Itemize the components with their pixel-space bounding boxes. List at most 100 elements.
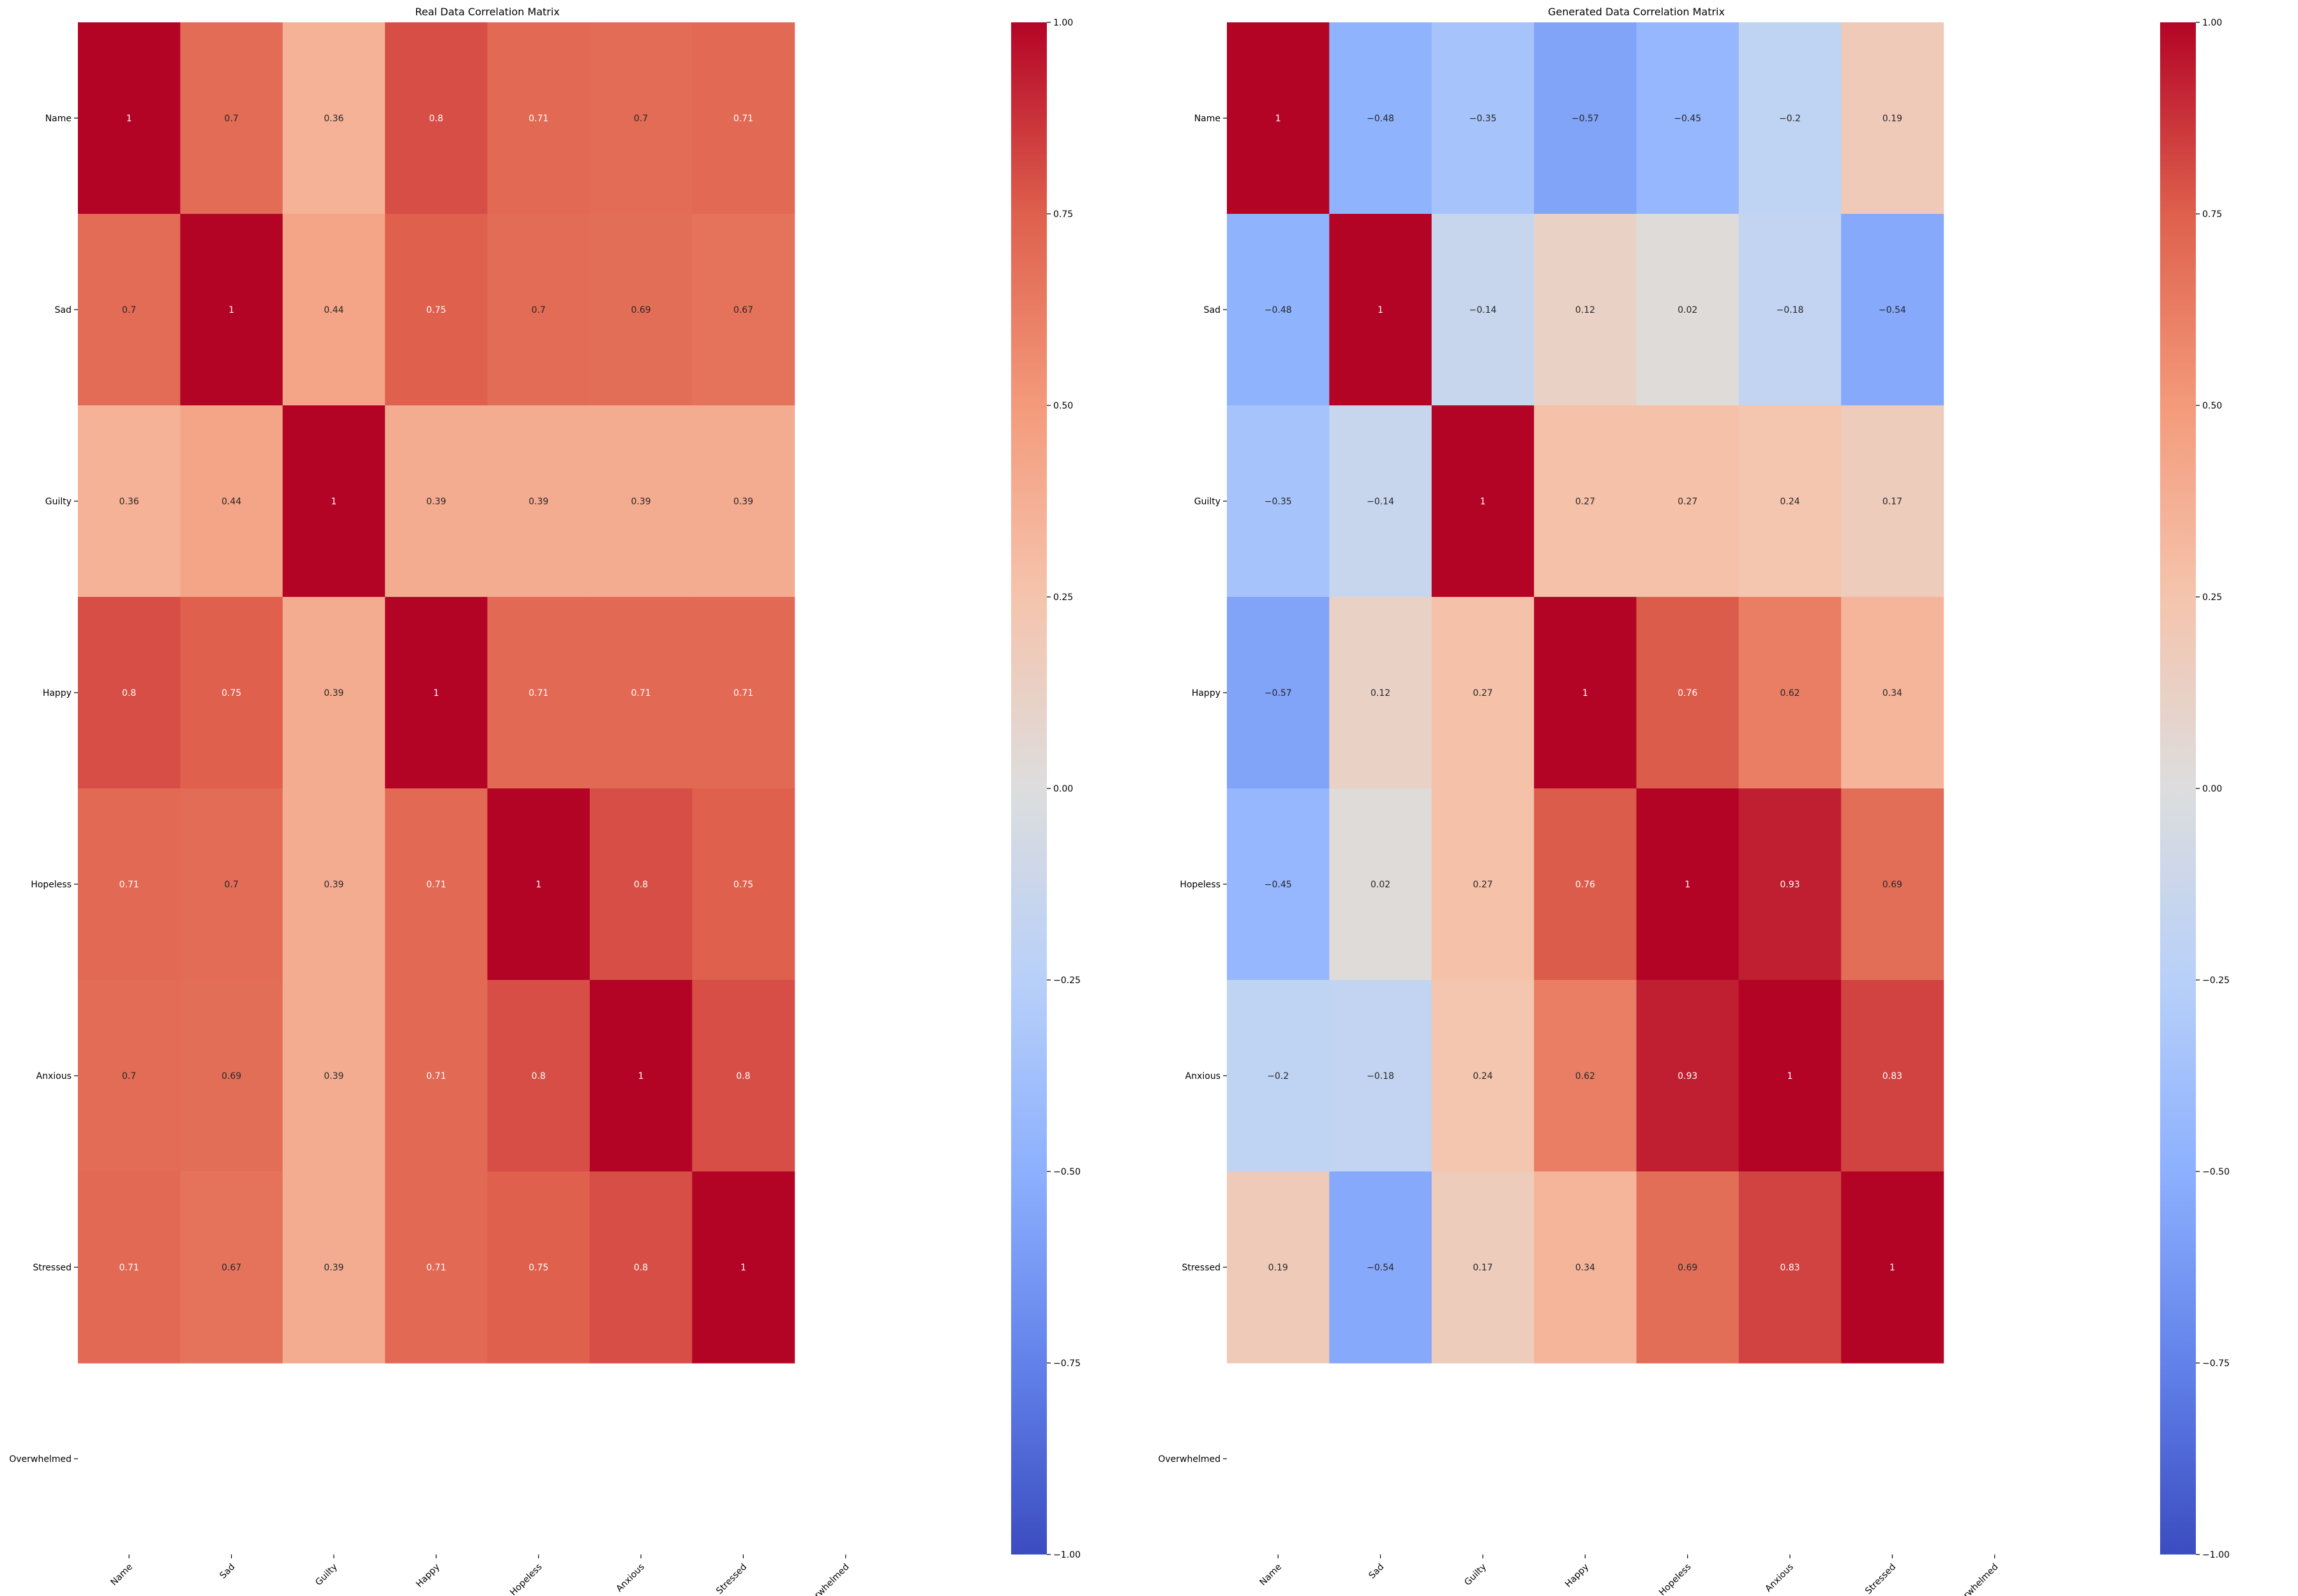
colorbar-tick-label: −0.75: [2202, 1359, 2230, 1369]
cell-value-label: 1: [1378, 305, 1383, 315]
cell-value-label: 0.83: [1882, 1071, 1902, 1081]
cell-value-label: 0.02: [1371, 880, 1390, 890]
heatmap-cell: [692, 597, 795, 789]
heatmap-cell: [589, 980, 693, 1172]
cell-value-label: −0.48: [1367, 114, 1394, 124]
x-tick-label: Overwhelmed: [1949, 1562, 2000, 1596]
heatmap-cell: [1431, 1171, 1535, 1364]
heatmap-cell: [589, 405, 693, 598]
cell-value-label: −0.57: [1265, 688, 1292, 698]
heatmap-cell: [385, 980, 488, 1172]
y-tick-label: Overwhelmed: [1158, 1454, 1220, 1464]
cell-value-label: 0.8: [532, 1071, 546, 1081]
cell-value-label: −0.54: [1367, 1263, 1394, 1273]
heatmap-cell: [1227, 1171, 1330, 1364]
heatmap-cell: [1841, 980, 1944, 1172]
cell-value-label: 0.69: [222, 1071, 241, 1081]
cell-value-label: 0.19: [1882, 114, 1902, 124]
cell-value-label: 0.71: [529, 688, 548, 698]
cell-value-label: 0.39: [324, 1071, 343, 1081]
cell-value-label: −0.45: [1265, 880, 1292, 890]
y-tick-label: Sad: [55, 305, 71, 315]
cell-value-label: 0.71: [631, 688, 650, 698]
heatmap-cell: [1431, 980, 1535, 1172]
chart-title: Generated Data Correlation Matrix: [1548, 6, 1725, 18]
cell-value-label: 0.7: [122, 1071, 136, 1081]
cell-value-label: 0.17: [1473, 1263, 1492, 1273]
heatmap-cell: [1227, 788, 1330, 981]
heatmap-cell: [487, 1171, 590, 1364]
heatmap-cell: [1227, 22, 1330, 215]
x-tick-label: Name: [1258, 1562, 1284, 1588]
cell-value-label: 0.93: [1678, 1071, 1697, 1081]
cell-value-label: −0.2: [1779, 114, 1801, 124]
y-tick-label: Stressed: [1182, 1263, 1220, 1273]
cell-value-label: 1: [638, 1071, 644, 1081]
y-tick-label: Happy: [1192, 688, 1220, 698]
heatmap-cell: [385, 788, 488, 981]
heatmap-cell: [1636, 1171, 1739, 1364]
cell-value-label: 0.36: [324, 114, 343, 124]
y-tick-label: Name: [1194, 114, 1220, 124]
colorbar-tick-label: 1.00: [1053, 18, 1073, 28]
cell-value-label: 0.67: [733, 305, 753, 315]
heatmap-cell: [385, 405, 488, 598]
heatmap-cell: [589, 214, 693, 406]
heatmap-cell: [78, 405, 181, 598]
colorbar-tick-label: 0.50: [2202, 401, 2222, 411]
cell-value-label: −0.2: [1267, 1071, 1289, 1081]
colorbar-tick-label: −0.75: [1053, 1359, 1081, 1369]
heatmap-cell: [1329, 405, 1432, 598]
heatmap-cell: [692, 405, 795, 598]
cell-value-label: 0.76: [1575, 880, 1595, 890]
heatmap-cell: [487, 214, 590, 406]
cell-value-label: 1: [1582, 688, 1588, 698]
x-tick-label: Sad: [1367, 1562, 1386, 1581]
heatmap-cell: [692, 214, 795, 406]
heatmap-cell: [1534, 405, 1637, 598]
cell-value-label: 1: [740, 1263, 746, 1273]
cell-value-label: 0.8: [122, 688, 136, 698]
heatmap-cell: [1738, 22, 1842, 215]
x-tick-label: Happy: [414, 1562, 442, 1590]
cell-value-label: 0.75: [733, 880, 753, 890]
heatmap-cell: [180, 980, 283, 1172]
cell-value-label: 0.8: [736, 1071, 750, 1081]
heatmap-cell: [1431, 405, 1535, 598]
cell-value-label: 1: [1685, 880, 1690, 890]
y-tick-label: Happy: [43, 688, 71, 698]
heatmap-cell: [180, 22, 283, 215]
heatmap-cell: [1329, 788, 1432, 981]
cell-value-label: 0.39: [324, 688, 343, 698]
cell-value-label: 0.8: [634, 1263, 648, 1273]
cell-value-label: 0.8: [634, 880, 648, 890]
heatmap-cell: [589, 788, 693, 981]
cell-value-label: −0.18: [1367, 1071, 1394, 1081]
heatmap-cell: [589, 1171, 693, 1364]
heatmap-cell: [1534, 788, 1637, 981]
heatmap-cell: [1534, 22, 1637, 215]
heatmap-cell: [1738, 597, 1842, 789]
colorbar: [2160, 22, 2196, 1555]
y-tick-label: Guilty: [45, 497, 71, 507]
x-tick-label: Guilty: [1462, 1562, 1489, 1588]
colorbar-tick-label: −0.25: [1053, 975, 1081, 986]
cell-value-label: −0.18: [1776, 305, 1804, 315]
x-tick-label: Sad: [218, 1562, 237, 1581]
cell-value-label: −0.35: [1265, 497, 1292, 507]
cell-value-label: 0.44: [222, 497, 241, 507]
cell-value-label: 0.75: [529, 1263, 548, 1273]
heatmap-cell: [487, 788, 590, 981]
heatmap-panel-1: Real Data Correlation Matrix 1 0.7 0.36 0.8 0…: [9, 6, 1081, 1596]
cell-value-label: 0.39: [733, 497, 753, 507]
cell-value-label: 0.75: [222, 688, 241, 698]
colorbar-tick-label: 0.00: [1053, 784, 1073, 794]
y-tick-label: Hopeless: [1180, 880, 1220, 890]
heatmap-cell: [692, 1171, 795, 1364]
heatmap-panel-2: Generated Data Correlation Matrix 1 −0.48 −…: [1158, 6, 2230, 1596]
x-tick-label: Hopeless: [508, 1562, 544, 1596]
x-tick-label: Overwhelmed: [800, 1562, 851, 1596]
heatmap-cell: [1841, 597, 1944, 789]
x-tick-label: Stressed: [714, 1562, 749, 1596]
heatmap-cell: [1227, 405, 1330, 598]
